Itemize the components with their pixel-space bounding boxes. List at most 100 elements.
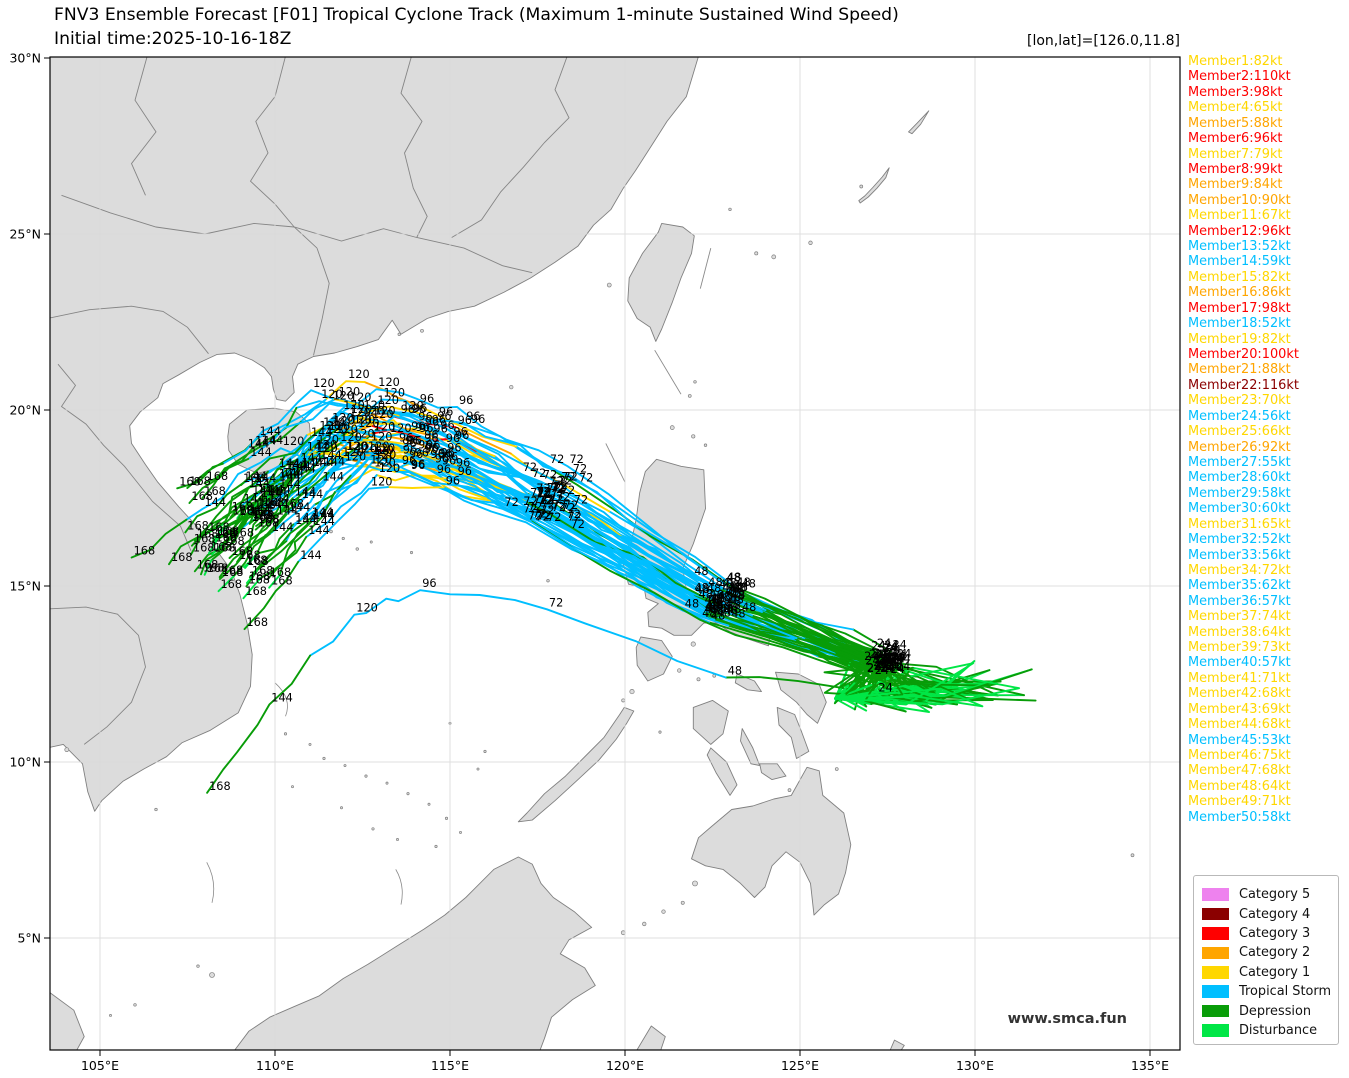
hour-label: 96 bbox=[405, 435, 419, 448]
x-tick-label: 105°E bbox=[81, 1058, 119, 1073]
hour-label: 72 bbox=[540, 504, 554, 517]
ensemble-track bbox=[206, 654, 312, 794]
plot-border bbox=[49, 56, 1181, 1051]
hour-label: 168 bbox=[282, 498, 304, 511]
hour-label: 120 bbox=[370, 453, 392, 466]
hour-label: 120 bbox=[378, 376, 400, 389]
ensemble-track bbox=[251, 474, 275, 486]
hour-label: 120 bbox=[336, 423, 358, 436]
hour-label: 96 bbox=[440, 419, 454, 432]
x-tick-label: 125°E bbox=[781, 1058, 819, 1073]
hour-label: 48 bbox=[734, 581, 748, 594]
hour-label: 72 bbox=[561, 502, 575, 515]
hour-label: 168 bbox=[189, 475, 211, 488]
hour-label: 48 bbox=[713, 592, 727, 605]
hour-label: 96 bbox=[471, 413, 485, 426]
boundary-line bbox=[605, 443, 626, 483]
hour-label: 144 bbox=[312, 506, 334, 519]
hour-label: 72 bbox=[550, 453, 564, 466]
ensemble-track bbox=[250, 429, 358, 524]
island-dot bbox=[669, 425, 675, 430]
hour-label: 96 bbox=[426, 439, 440, 452]
y-tick-label: 5°N bbox=[17, 930, 41, 945]
hour-label: 168 bbox=[211, 540, 233, 553]
member-item: Member4:65kt bbox=[1188, 100, 1283, 116]
hour-label: 144 bbox=[205, 496, 227, 509]
hour-label: 48 bbox=[725, 586, 739, 599]
hour-label: 144 bbox=[255, 472, 277, 485]
hour-label: 96 bbox=[425, 442, 439, 455]
hour-label: 24 bbox=[889, 651, 903, 664]
hour-label: 72 bbox=[553, 480, 567, 493]
hour-label: 168 bbox=[191, 490, 213, 503]
hour-label: 48 bbox=[726, 571, 740, 584]
province-border bbox=[313, 247, 330, 356]
hour-label: 96 bbox=[444, 450, 458, 463]
province-border bbox=[400, 57, 428, 238]
legend-label: Category 1 bbox=[1239, 964, 1311, 980]
hour-label: 24 bbox=[888, 652, 902, 665]
member-item: Member26:92kt bbox=[1188, 439, 1291, 455]
member-item: Member1:82kt bbox=[1188, 54, 1283, 69]
hour-label: 120 bbox=[363, 404, 385, 417]
hour-label: 72 bbox=[571, 518, 585, 531]
ensemble-track bbox=[297, 486, 389, 563]
island-dot bbox=[154, 807, 158, 812]
ensemble-track bbox=[387, 486, 445, 489]
land-sulawesi-tip bbox=[636, 1025, 666, 1050]
hour-label: 24 bbox=[884, 648, 898, 661]
hour-label: 48 bbox=[710, 598, 724, 611]
hour-label: 96 bbox=[411, 458, 425, 471]
land-masbate bbox=[734, 673, 762, 693]
ensemble-track bbox=[338, 398, 741, 592]
hour-label: 48 bbox=[694, 565, 708, 578]
hour-label: 96 bbox=[439, 406, 453, 419]
hour-label: 72 bbox=[504, 496, 518, 509]
hour-label: 72 bbox=[552, 498, 566, 511]
hour-label: 144 bbox=[301, 451, 323, 464]
hour-label: 72 bbox=[541, 498, 555, 511]
hour-label: 24 bbox=[885, 660, 899, 673]
hour-label: 120 bbox=[356, 602, 378, 615]
hour-label: 144 bbox=[248, 438, 270, 451]
hour-label: 48 bbox=[742, 578, 756, 591]
hour-label: 48 bbox=[727, 603, 741, 616]
hour-label: 48 bbox=[709, 600, 723, 613]
hour-label: 168 bbox=[243, 472, 265, 485]
hour-label: 120 bbox=[339, 386, 361, 399]
land-taiwan bbox=[627, 222, 695, 342]
land-layer bbox=[50, 57, 1135, 1050]
hour-label: 168 bbox=[223, 535, 245, 548]
legend-swatch bbox=[1202, 927, 1229, 940]
ensemble-track bbox=[416, 404, 518, 448]
land-borneo bbox=[234, 856, 596, 1050]
hour-label: 48 bbox=[731, 607, 745, 620]
hour-label: 48 bbox=[717, 591, 731, 604]
island-dot bbox=[703, 443, 708, 447]
hour-label: 96 bbox=[446, 474, 460, 487]
hour-label: 120 bbox=[340, 431, 362, 444]
hour-label: 168 bbox=[245, 585, 267, 598]
hour-label: 168 bbox=[247, 616, 269, 629]
ensemble-track bbox=[256, 520, 313, 572]
hour-label: 168 bbox=[239, 505, 261, 518]
hour-label: 144 bbox=[300, 549, 322, 562]
hour-label: 72 bbox=[579, 472, 593, 485]
watermark: www.smca.fun bbox=[1007, 1011, 1127, 1027]
hour-label: 72 bbox=[528, 509, 542, 522]
hour-label: 96 bbox=[446, 432, 460, 445]
hour-label: 144 bbox=[267, 498, 289, 511]
hour-label: 120 bbox=[402, 399, 424, 412]
member-item: Member40:57kt bbox=[1188, 655, 1291, 671]
member-item: Member35:62kt bbox=[1188, 578, 1291, 594]
ensemble-track bbox=[378, 468, 493, 502]
island-dot bbox=[680, 900, 685, 905]
land-mindanao bbox=[691, 766, 852, 916]
legend-item: Category 1 bbox=[1202, 963, 1330, 982]
ensemble-track bbox=[266, 491, 336, 581]
hour-label: 48 bbox=[719, 578, 733, 591]
hour-label: 48 bbox=[725, 598, 739, 611]
ensemble-track bbox=[220, 512, 249, 546]
legend-label: Disturbance bbox=[1239, 1022, 1318, 1038]
